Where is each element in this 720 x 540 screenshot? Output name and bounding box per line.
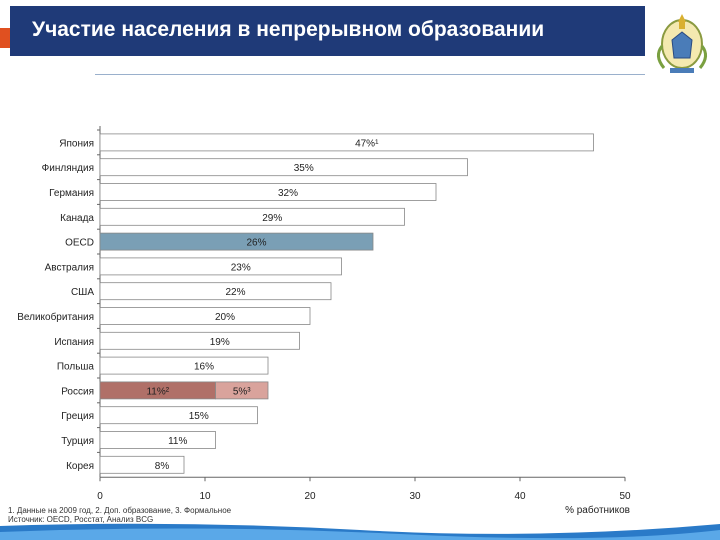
bar: [99, 356, 269, 375]
category-label: Япония: [59, 138, 94, 149]
bar-segment: [215, 381, 269, 400]
bar-value-label: 20%: [215, 312, 235, 323]
bar-value-label: 11%²: [146, 386, 169, 397]
bar-value-label: 29%: [262, 213, 282, 224]
header-bar: Участие населения в непрерывном образова…: [10, 6, 645, 56]
page-title: Участие населения в непрерывном образова…: [32, 18, 545, 41]
x-tick-label: 40: [514, 491, 526, 502]
footnote: 1. Данные на 2009 год, 2. Доп. образован…: [8, 506, 231, 524]
x-tick-label: 50: [619, 491, 631, 502]
category-label: Греция: [61, 411, 94, 422]
bar-value-label: 16%: [194, 362, 214, 373]
bar: [99, 207, 405, 226]
bar-value-label: 5%³: [233, 386, 251, 397]
bar: [99, 282, 332, 301]
bar: [99, 331, 300, 350]
category-label: Корея: [66, 461, 94, 472]
footnote-source: Источник: OECD, Росстат, Анализ BCG: [8, 515, 154, 524]
category-label: Канада: [60, 213, 94, 224]
bar-value-label: 47%¹: [355, 138, 379, 149]
bar: [99, 257, 342, 276]
category-label: Австралия: [45, 262, 94, 273]
x-axis-label: % работников: [565, 505, 630, 516]
bar-value-label: 32%: [278, 188, 298, 199]
bar: [99, 431, 216, 449]
x-tick-label: 30: [409, 491, 421, 502]
x-tick-label: 10: [199, 491, 211, 502]
bar-value-label: 19%: [210, 337, 230, 348]
bar: [99, 406, 258, 425]
category-label: Польша: [57, 362, 95, 373]
category-label: OECD: [65, 238, 94, 249]
emblem-icon: [657, 14, 707, 73]
bar-value-label: 15%: [189, 411, 209, 422]
footnote-note: 1. Данные на 2009 год, 2. Доп. образован…: [8, 506, 232, 515]
bar-value-label: 23%: [231, 262, 251, 273]
bar: [99, 133, 594, 152]
bar-value-label: 11%: [168, 436, 187, 447]
bottom-wave-decoration: [0, 523, 720, 540]
x-tick-label: 0: [97, 491, 103, 502]
category-label: Испания: [54, 337, 94, 348]
category-label: Финляндия: [42, 163, 94, 174]
bar: [99, 455, 185, 474]
category-label: США: [71, 287, 94, 298]
category-label: Россия: [61, 386, 94, 397]
bar-value-label: 8%: [155, 461, 170, 472]
bar-value-label: 22%: [225, 287, 245, 298]
left-accent-stripe: [0, 28, 10, 48]
category-label: Великобритания: [17, 311, 94, 323]
bar-value-label: 35%: [294, 163, 314, 174]
bar-value-label: 26%: [246, 238, 266, 249]
x-tick-label: 20: [304, 491, 316, 502]
bar: [99, 232, 374, 251]
header-divider: [95, 74, 645, 75]
bar: [99, 307, 311, 325]
category-label: Германия: [49, 188, 94, 199]
bar: [99, 158, 468, 177]
bar: [99, 183, 437, 201]
category-label: Турция: [61, 436, 94, 447]
